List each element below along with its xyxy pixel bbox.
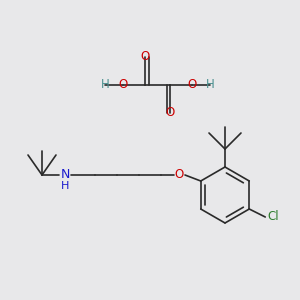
Text: N: N <box>60 169 70 182</box>
Text: O: O <box>174 169 184 182</box>
Text: H: H <box>100 79 109 92</box>
Text: O: O <box>140 50 150 64</box>
Text: O: O <box>118 79 127 92</box>
Text: Cl: Cl <box>267 211 279 224</box>
Text: O: O <box>165 106 175 119</box>
Text: H: H <box>61 181 69 191</box>
Text: H: H <box>206 79 214 92</box>
Text: O: O <box>188 79 196 92</box>
